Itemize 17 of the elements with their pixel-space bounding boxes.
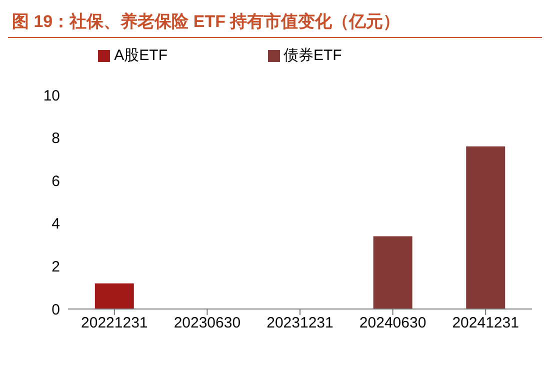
bar — [373, 236, 412, 309]
chart-title: 图 19：社保、养老保险 ETF 持有市值变化（亿元） — [8, 8, 542, 38]
x-tick-label: 20241231 — [452, 314, 519, 332]
x-tick-label: 20240630 — [359, 314, 426, 332]
x-tick-label: 20230630 — [174, 314, 241, 332]
y-tick-label: 0 — [52, 301, 60, 318]
bar — [94, 283, 134, 309]
y-tick-label: 2 — [52, 258, 60, 276]
legend-label: A股ETF — [114, 47, 168, 64]
bar — [466, 146, 506, 309]
y-tick-label: 6 — [52, 172, 60, 190]
legend-label: 债券ETF — [284, 47, 342, 64]
x-tick-label: 20231231 — [266, 314, 334, 332]
y-tick-label: 8 — [52, 130, 60, 148]
y-tick-label: 4 — [52, 216, 60, 233]
x-tick-label: 20221231 — [81, 314, 148, 332]
y-tick-label: 10 — [43, 87, 60, 104]
